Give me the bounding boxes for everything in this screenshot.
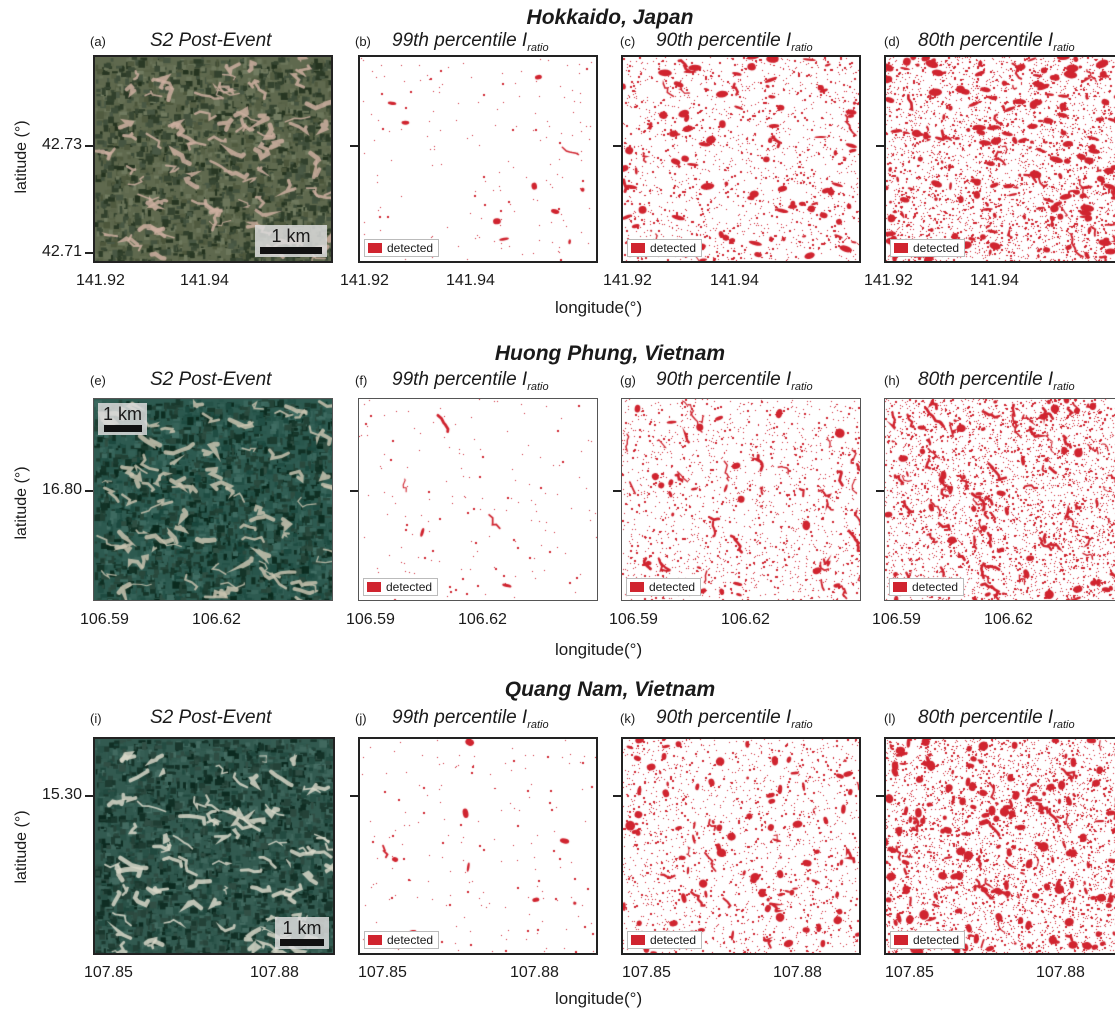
panel-title-k: 90th percentile Iratio [656,707,813,731]
x-tick-label: 107.88 [250,964,299,981]
panel-letter-g: (g) [620,373,636,388]
x-tick-label: 106.62 [984,611,1033,628]
panel-letter-d: (d) [884,34,900,49]
x-axis-label: longitude(°) [555,989,643,1008]
panel-title-b: 99th percentile Iratio [392,30,549,54]
x-tick-label: 107.85 [622,964,671,981]
panel-letter-c: (c) [620,34,636,49]
x-tick-label: 107.88 [510,964,559,981]
panel-title-e: S2 Post-Event [150,369,272,390]
legend-detected: detected [626,578,702,596]
x-axis-label: longitude(°) [555,298,643,317]
section-title-quang-nam: Quang Nam, Vietnam [504,678,716,701]
scale-bar: 1 km [255,225,327,257]
section-title-huong-phung: Huong Phung, Vietnam [494,342,726,365]
x-tick-label: 141.92 [340,272,389,289]
panel-letter-k: (k) [620,711,636,726]
panel-title-i: S2 Post-Event [150,707,272,728]
legend-detected: detected [627,931,703,949]
legend-detected: detected [627,239,703,257]
legend-detected: detected [364,239,440,257]
x-tick-label: 106.59 [872,611,921,628]
detection-map-j: detected [358,737,598,955]
panel-title-d: 80th percentile Iratio [918,30,1075,54]
x-tick-label: 141.94 [446,272,495,289]
satellite-image-quang-nam: 1 km [93,737,335,955]
legend-detected: detected [890,239,966,257]
panel-letter-l: (l) [884,711,896,726]
legend-detected: detected [889,578,965,596]
panel-letter-e: (e) [90,373,106,388]
legend-detected: detected [890,931,966,949]
panel-letter-b: (b) [355,34,371,49]
x-tick-label: 106.62 [458,611,507,628]
detection-map-f: detected [358,398,598,601]
panel-title-l: 80th percentile Iratio [918,707,1075,731]
panel-letter-j: (j) [355,711,367,726]
y-tick-label: 16.80 [42,481,83,498]
detection-map-k: detected [621,737,861,955]
panel-title-h: 80th percentile Iratio [918,369,1075,393]
panel-letter-h: (h) [884,373,900,388]
x-tick-label: 106.59 [609,611,658,628]
panel-title-f: 99th percentile Iratio [392,369,549,393]
x-tick-label: 107.85 [885,964,934,981]
scale-bar: 1 km [98,403,148,435]
x-tick-label: 141.94 [180,272,229,289]
panel-title-c: 90th percentile Iratio [656,30,813,54]
x-tick-label: 107.85 [358,964,407,981]
x-tick-label: 107.88 [1036,964,1085,981]
detection-map-b: detected [358,55,598,263]
x-tick-label: 141.92 [603,272,652,289]
y-axis-label: latitude (°) [13,466,30,540]
panel-title-g: 90th percentile Iratio [656,369,813,393]
detection-map-h: detected [884,398,1115,601]
x-tick-label: 106.62 [721,611,770,628]
panel-title-j: 99th percentile Iratio [392,707,549,731]
y-axis-label: latitude (°) [13,810,30,884]
x-tick-label: 107.88 [773,964,822,981]
y-tick-label: 42.73 [42,136,83,153]
x-tick-label: 141.92 [864,272,913,289]
detection-map-g: detected [621,398,861,601]
panel-letter-i: (i) [90,711,102,726]
y-tick-label: 42.71 [42,243,83,260]
x-tick-label: 106.62 [192,611,241,628]
x-tick-label: 141.94 [970,272,1019,289]
satellite-image-hokkaido: 1 km [93,55,333,263]
x-tick-label: 141.92 [76,272,125,289]
satellite-image-huong-phung: 1 km [93,398,333,601]
x-axis-label: longitude(°) [555,640,643,659]
y-axis-label: latitude (°) [13,120,30,194]
y-tick-label: 15.30 [42,786,83,803]
legend-detected: detected [364,931,440,949]
scale-bar: 1 km [275,917,329,949]
panel-title-a: S2 Post-Event [150,30,272,51]
panel-letter-a: (a) [90,34,106,49]
detection-map-l: detected [884,737,1115,955]
legend-detected: detected [363,578,439,596]
x-tick-label: 106.59 [80,611,129,628]
detection-map-c: detected [621,55,861,263]
section-title-hokkaido: Hokkaido, Japan [526,6,694,29]
detection-map-d: detected [884,55,1115,263]
x-tick-label: 107.85 [84,964,133,981]
x-tick-label: 141.94 [710,272,759,289]
panel-letter-f: (f) [355,373,368,388]
x-tick-label: 106.59 [346,611,395,628]
